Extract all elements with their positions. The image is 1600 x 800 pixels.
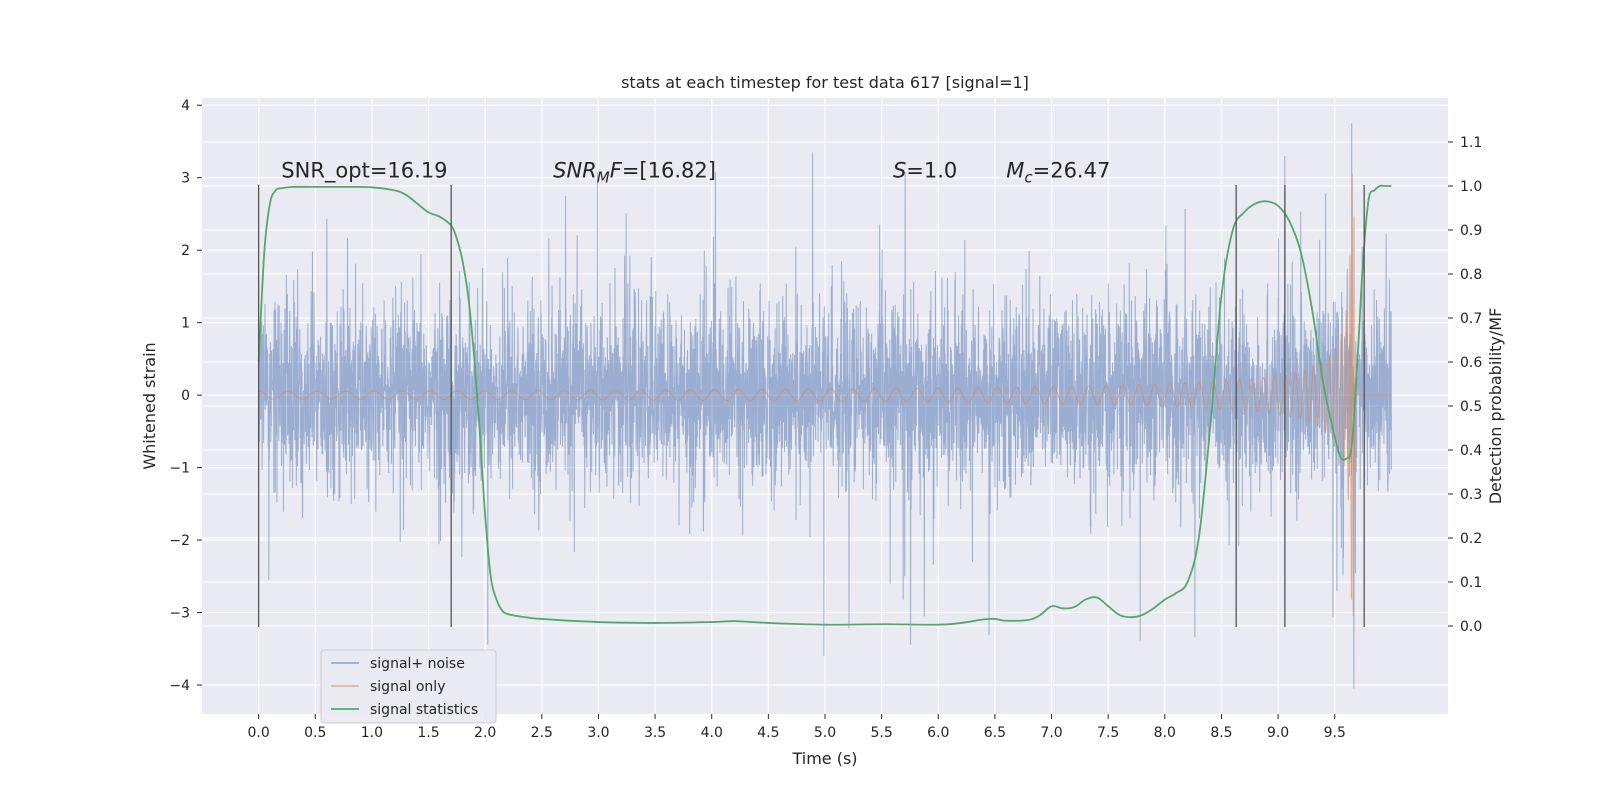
vlines-layer [257,184,1365,628]
y-left-tick-label: −4 [169,678,190,694]
annotation-text: Mc=26.47 [1006,159,1110,187]
series-signal-statistics [257,184,1392,626]
y-right-tick-label: 1.1 [1460,135,1482,151]
x-tick-label: 1.5 [417,725,439,741]
x-tick-label: 2.0 [474,725,496,741]
x-tick-label: 7.5 [1097,725,1119,741]
y-left-tick-label: 3 [181,171,190,187]
x-tick-label: 7.0 [1040,725,1062,741]
x-tick-label: 8.5 [1210,725,1232,741]
x-tick-label: 0.0 [248,725,270,741]
x-tick-label: 6.5 [984,725,1006,741]
y-right-tick-label: 0.0 [1460,619,1482,635]
series-signal-only [258,173,1392,616]
y-right-tick-label: 1.0 [1460,179,1482,195]
y-right-tick-label: 0.8 [1460,267,1482,283]
y-left-tick-label: 0 [181,388,190,404]
annotation-text: S=1.0 [893,159,957,183]
legend-frame [320,649,497,724]
x-tick-label: 6.0 [927,725,949,741]
annotation-text: SNR_opt=16.19 [281,159,447,184]
x-axis-label: Time (s) [791,749,857,768]
annotation-text: SNRMF=[16.82] [553,159,716,187]
chart-title: stats at each timestep for test data 617… [621,73,1029,92]
series-layer [257,123,1392,689]
x-tick-label: 2.5 [531,725,553,741]
y-left-tick-label: −3 [169,606,190,622]
y-right-tick-label: 0.3 [1460,487,1482,503]
y-right-tick-label: 0.7 [1460,311,1482,327]
x-tick-label: 8.0 [1154,725,1176,741]
x-tick-label: 5.0 [814,725,836,741]
x-tick-label: 5.5 [871,725,893,741]
y-right-tick-label: 0.2 [1460,531,1482,547]
y-left-tick-label: 1 [181,316,190,332]
x-tick-label: 9.5 [1324,725,1346,741]
x-tick-label: 1.0 [361,725,383,741]
legend: signal+ noise signal only signal statist… [320,649,497,724]
x-tick-label: 3.5 [644,725,666,741]
x-tick-label: 9.0 [1267,725,1289,741]
y-right-tick-label: 0.1 [1460,575,1482,591]
y-right-tick-label: 0.4 [1460,443,1482,459]
y-right-tick-label: 0.9 [1460,223,1482,239]
y-left-tick-label: 2 [181,243,190,259]
y-left-tick-label: 4 [181,98,190,114]
x-tick-label: 3.0 [587,725,609,741]
x-tick-label: 4.0 [701,725,723,741]
y-left-tick-label: −1 [169,461,190,477]
y-axis-left-label: Whitened strain [140,342,159,469]
y-right-tick-label: 0.5 [1460,399,1482,415]
x-tick-label: 4.5 [757,725,779,741]
series-signal-noise [258,123,1392,689]
y-right-tick-label: 0.6 [1460,355,1482,371]
annotations: SNR_opt=16.19 SNRMF=[16.82] S=1.0 Mc=26.47 [281,159,1110,187]
y-left-tick-label: −2 [169,533,190,549]
legend-label-signal-noise: signal+ noise [370,656,465,672]
x-tick-label: 0.5 [304,725,326,741]
legend-label-signal-statistics: signal statistics [370,702,478,718]
ticks-layer: 0.0 0.5 1.0 1.5 2.0 2.5 3.0 3.5 4.0 4.5 5.0 5.5 6.0 6… [169,98,1482,741]
y-axis-right-label: Detection probability/MF [1486,308,1505,505]
legend-label-signal-only: signal only [370,679,445,695]
